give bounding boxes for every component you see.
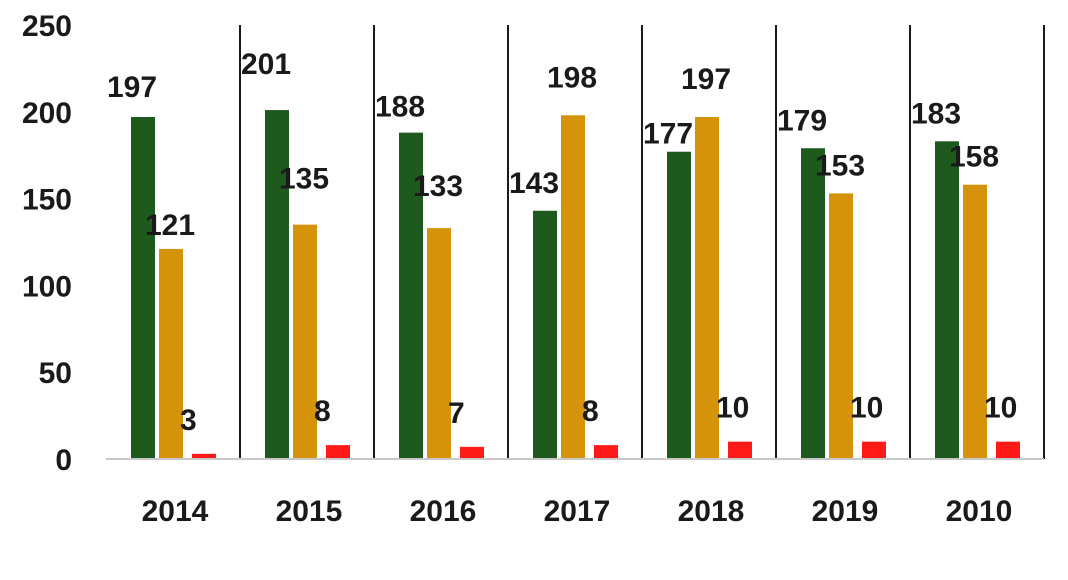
- data-label: 10: [850, 392, 883, 425]
- x-axis: 2014 2015 2016 2017 2018 2019 2010: [142, 495, 1013, 528]
- data-label: 158: [949, 141, 999, 174]
- y-axis: 0 50 100 150 200 250: [22, 10, 72, 477]
- bar-2014-s2: [159, 248, 183, 459]
- data-label: 188: [375, 91, 425, 124]
- bar-2016-s2: [427, 228, 451, 459]
- bar-2015-s2: [293, 224, 317, 459]
- bar-2016-s3: [460, 446, 484, 459]
- bar-2018-s3: [728, 441, 752, 459]
- bars: [131, 110, 1020, 460]
- data-label: 8: [582, 395, 599, 428]
- bar-2010-s3: [996, 441, 1020, 459]
- bar-2010-s2: [963, 184, 987, 459]
- data-label: 201: [241, 48, 291, 81]
- data-label: 7: [448, 397, 465, 430]
- data-label: 197: [107, 71, 157, 104]
- data-label: 10: [716, 392, 749, 425]
- data-label: 143: [509, 167, 559, 200]
- y-tick-label: 200: [22, 97, 72, 130]
- x-tick-label: 2015: [276, 495, 343, 528]
- y-tick-label: 100: [22, 270, 72, 303]
- y-tick-label: 0: [55, 444, 72, 477]
- bar-2019-s3: [862, 441, 886, 459]
- bar-2015-s1: [265, 110, 289, 460]
- x-tick-label: 2016: [410, 495, 477, 528]
- x-tick-label: 2019: [812, 495, 879, 528]
- bar-2019-s2: [829, 193, 853, 459]
- data-label: 121: [145, 209, 195, 242]
- data-label: 197: [681, 63, 731, 96]
- y-tick-label: 250: [22, 10, 72, 43]
- bar-2017-s2: [561, 115, 585, 459]
- bar-2017-s1: [533, 210, 557, 459]
- y-tick-label: 50: [39, 357, 72, 390]
- bar-2018-s2: [695, 117, 719, 460]
- x-tick-label: 2018: [678, 495, 745, 528]
- data-label: 198: [547, 61, 597, 94]
- data-labels: 197 201 188 143 177 179 183 121 135 133 198 197 153 1…: [107, 48, 1017, 437]
- bar-2015-s3: [326, 445, 350, 459]
- category-separators: [239, 25, 1045, 459]
- x-tick-label: 2014: [142, 495, 209, 528]
- data-label: 8: [314, 395, 331, 428]
- data-label: 3: [180, 404, 197, 437]
- data-label: 179: [777, 104, 827, 137]
- data-label: 177: [643, 118, 693, 151]
- data-label: 133: [413, 170, 463, 203]
- data-label: 135: [279, 163, 329, 196]
- x-tick-label: 2010: [946, 495, 1013, 528]
- data-label: 10: [984, 392, 1017, 425]
- y-tick-label: 150: [22, 184, 72, 217]
- data-label: 153: [815, 149, 865, 182]
- x-tick-label: 2017: [544, 495, 611, 528]
- data-label: 183: [911, 97, 961, 130]
- bar-2018-s1: [667, 151, 691, 459]
- bar-2014-s1: [131, 117, 155, 460]
- bar-2016-s1: [399, 132, 423, 459]
- bar-2017-s3: [594, 445, 618, 459]
- bar-2014-s3: [192, 453, 216, 459]
- bar-2010-s1: [935, 141, 959, 459]
- bar-2019-s1: [801, 148, 825, 460]
